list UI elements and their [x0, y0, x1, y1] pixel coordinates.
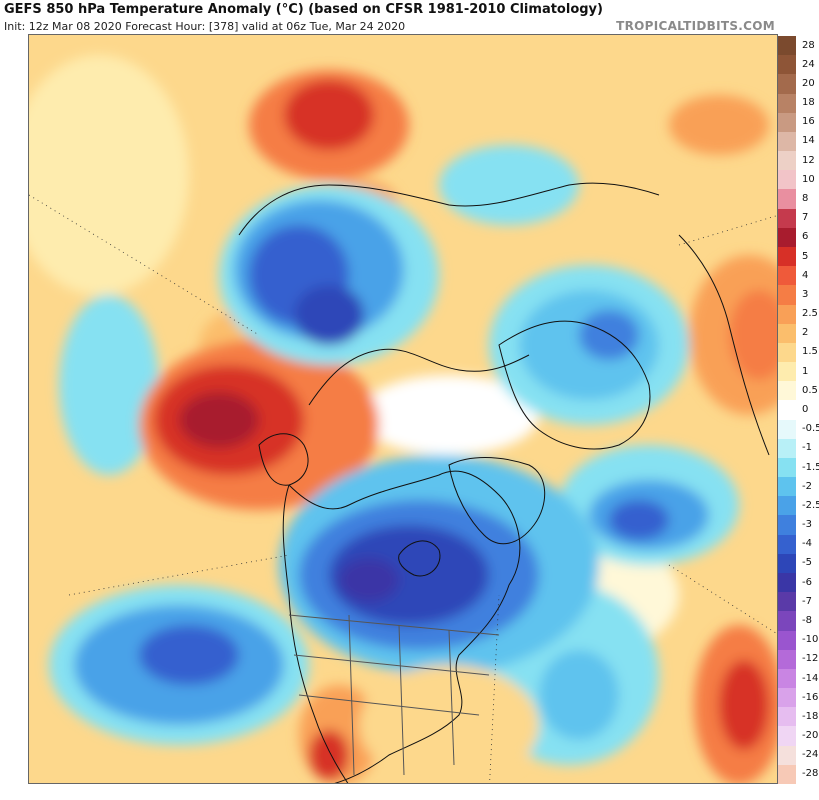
colorbar-swatch	[778, 649, 796, 670]
colorbar-swatch	[778, 496, 796, 516]
colorbar-label: 24	[802, 58, 815, 70]
colorbar-label: -1	[802, 442, 812, 454]
colorbar-swatch	[778, 55, 796, 75]
colorbar-label: -14	[802, 672, 819, 684]
colorbar-label: -0.5	[802, 423, 819, 435]
colorbar-label: -6	[802, 576, 812, 588]
colorbar-swatch	[778, 93, 796, 114]
colorbar-swatch	[778, 553, 796, 574]
colorbar-label: 0.5	[802, 384, 818, 396]
colorbar-swatch	[778, 151, 796, 171]
colorbar-swatch	[778, 688, 796, 708]
colorbar-label: 5	[802, 250, 809, 262]
colorbar-label: 14	[802, 135, 815, 147]
colorbar-label: 10	[802, 173, 815, 185]
colorbar-label: 8	[802, 193, 809, 205]
colorbar-label: 1.5	[802, 346, 818, 358]
anomaly-field	[29, 35, 777, 783]
colorbar-swatch	[778, 707, 796, 727]
colorbar-swatch	[778, 438, 796, 459]
colorbar-swatch	[778, 400, 796, 421]
colorbar-label: -2	[802, 480, 812, 492]
colorbar-label: 2	[802, 327, 809, 339]
colorbar-swatch	[778, 36, 796, 56]
colorbar-label: 7	[802, 212, 809, 224]
colorbar-swatch	[778, 668, 796, 689]
colorbar-label: 2.5	[802, 308, 818, 320]
colorbar-swatch	[778, 611, 796, 632]
colorbar-label: -20	[802, 730, 819, 742]
colorbar-swatch	[778, 381, 796, 401]
map-title: GEFS 850 hPa Temperature Anomaly (°C) (b…	[4, 2, 603, 17]
colorbar-label: 4	[802, 269, 809, 281]
colorbar-swatch	[778, 208, 796, 229]
source-watermark: TROPICALTIDBITS.COM	[616, 19, 775, 33]
colorbar-label: -24	[802, 749, 819, 761]
colorbar-label: -3	[802, 519, 812, 531]
colorbar-swatch	[778, 285, 796, 305]
colorbar-label: -18	[802, 710, 819, 722]
colorbar-label: 12	[802, 154, 815, 166]
colorbar-swatch	[778, 266, 796, 286]
colorbar-swatch	[778, 304, 796, 325]
colorbar-swatch	[778, 764, 796, 785]
colorbar-swatch	[778, 170, 796, 190]
colorbar-swatch	[778, 246, 796, 267]
colorbar-label: 6	[802, 231, 809, 243]
colorbar-swatch	[778, 227, 796, 248]
colorbar-label: 0	[802, 404, 809, 415]
colorbar-swatch	[778, 419, 796, 440]
colorbar-swatch	[778, 323, 796, 344]
colorbar-swatch	[778, 515, 796, 536]
colorbar-label: -16	[802, 691, 819, 703]
colorbar-label: -10	[802, 634, 819, 646]
colorbar-label: -8	[802, 614, 812, 626]
colorbar-swatch	[778, 362, 796, 382]
colorbar-label: -2.5	[802, 499, 819, 511]
colorbar-legend: 28 24 20 18 16 14 12 10 8 7 6 5 4 3 2.5 2 1.5 1 0.5 0 -0.5 -1…	[778, 36, 819, 785]
colorbar-swatch	[778, 477, 796, 497]
colorbar-swatch	[778, 745, 796, 766]
colorbar-swatch	[778, 131, 796, 152]
colorbar-label: 20	[802, 77, 815, 89]
colorbar-swatch	[778, 573, 796, 593]
colorbar-label: 16	[802, 116, 815, 128]
colorbar-swatch	[778, 112, 796, 133]
colorbar-label: -4	[802, 538, 812, 550]
colorbar-swatch	[778, 630, 796, 651]
colorbar-label: 18	[802, 97, 815, 109]
colorbar-label: 1	[802, 365, 809, 377]
colorbar-swatch	[778, 592, 796, 612]
colorbar-label: -1.5	[802, 461, 819, 473]
colorbar-label: 28	[802, 39, 815, 51]
colorbar-label: -28	[802, 768, 819, 780]
colorbar-swatch	[778, 74, 796, 95]
colorbar-swatch	[778, 726, 796, 747]
colorbar-label: -12	[802, 653, 819, 665]
anomaly-map	[28, 34, 778, 784]
colorbar-swatch	[778, 189, 796, 210]
colorbar-swatch	[778, 457, 796, 478]
forecast-info: Init: 12z Mar 08 2020 Forecast Hour: [37…	[4, 20, 406, 33]
colorbar-label: 3	[802, 288, 809, 300]
colorbar-label: -7	[802, 595, 812, 607]
colorbar-swatch	[778, 342, 796, 363]
colorbar-swatch	[778, 534, 796, 555]
colorbar-label: -5	[802, 557, 812, 569]
